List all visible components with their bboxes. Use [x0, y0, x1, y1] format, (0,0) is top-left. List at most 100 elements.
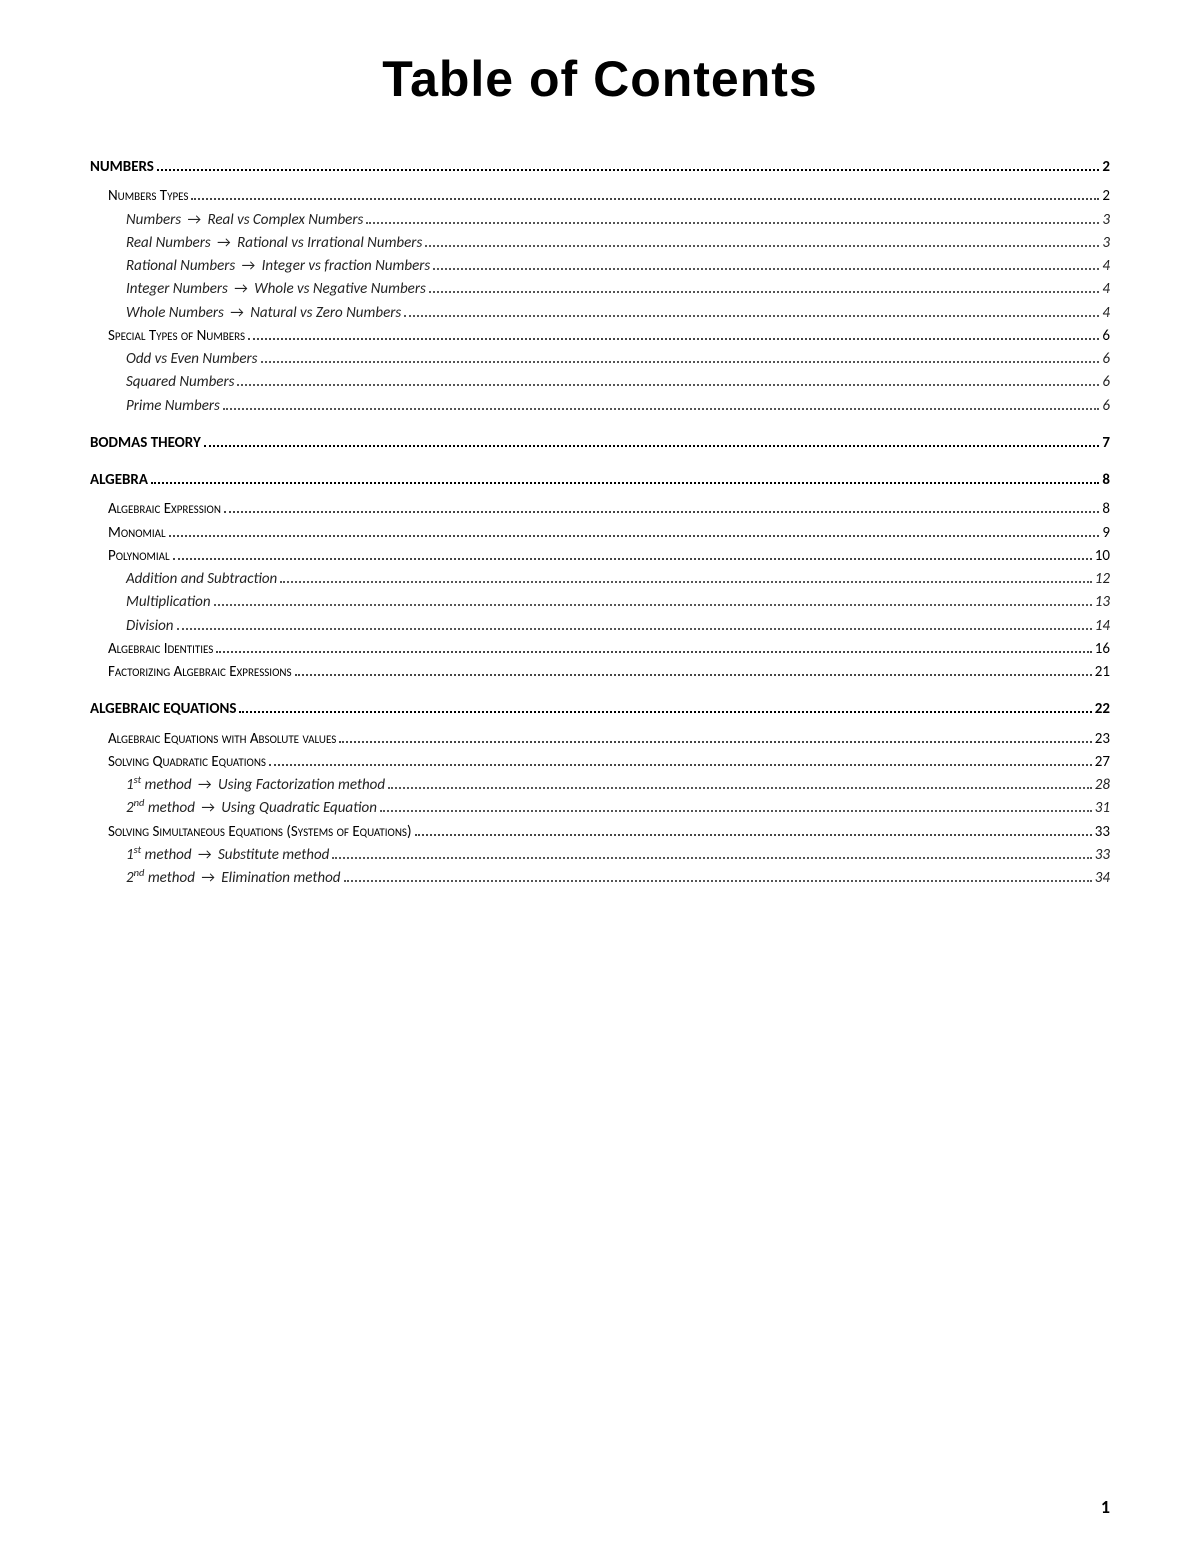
toc-entry-page: 4 [1102, 255, 1110, 278]
toc-entry: 1st method → Substitute method33 [126, 844, 1110, 867]
toc-entry-label: 1st method → Using Factorization method [126, 774, 385, 797]
toc-leader-dots [404, 308, 1099, 316]
toc-entry-page: 10 [1095, 545, 1110, 568]
toc-entry-label: Rational Numbers → Integer vs fraction N… [126, 255, 430, 278]
toc-leader-dots [239, 705, 1091, 713]
toc-leader-dots [344, 874, 1092, 882]
toc-leader-dots [280, 575, 1092, 583]
toc-leader-dots [204, 439, 1100, 447]
toc-entry-label: ALGEBRA [90, 469, 148, 492]
toc-entry: BODMAS THEORY 7 [90, 432, 1110, 455]
toc-entry-label: Solving Quadratic Equations [108, 751, 266, 774]
toc-entry-label: Algebraic Identities [108, 638, 213, 661]
toc-entry-label: Prime Numbers [126, 395, 220, 418]
toc-entry: Multiplication 13 [126, 591, 1110, 614]
toc-entry-page: 8 [1102, 469, 1110, 492]
toc-entry-page: 33 [1095, 844, 1110, 867]
toc-entry-label: NUMBERS [90, 156, 154, 179]
toc-entry-label: 2nd method → Using Quadratic Equation [126, 797, 377, 820]
toc-entry-page: 3 [1102, 232, 1110, 255]
toc-leader-dots [157, 163, 1099, 171]
toc-entry-label: BODMAS THEORY [90, 432, 201, 455]
toc-entry: Integer Numbers → Whole vs Negative Numb… [126, 278, 1110, 301]
toc-entry-label: Odd vs Even Numbers [126, 348, 258, 371]
toc-entry-label: Addition and Subtraction [126, 568, 277, 591]
toc-entry: Algebraic Identities 16 [108, 638, 1110, 661]
toc-leader-dots [332, 851, 1091, 859]
toc-entry-label: Numbers → Real vs Complex Numbers [126, 209, 363, 232]
toc-leader-dots [173, 552, 1092, 560]
toc-entry: Odd vs Even Numbers 6 [126, 348, 1110, 371]
toc-entry-page: 2 [1102, 156, 1110, 179]
toc-leader-dots [248, 332, 1099, 340]
toc-entry-page: 7 [1102, 432, 1110, 455]
toc-leader-dots [216, 645, 1091, 653]
toc-entry: Solving Simultaneous Equations (Systems … [108, 821, 1110, 844]
toc-leader-dots [425, 239, 1099, 247]
toc-entry: Solving Quadratic Equations 27 [108, 751, 1110, 774]
page-number-footer: 1 [1101, 1496, 1110, 1518]
toc-entry-label: ALGEBRAIC EQUATIONS [90, 698, 236, 721]
toc-entry-label: 2nd method → Elimination method [126, 867, 341, 890]
toc-leader-dots [237, 378, 1099, 386]
toc-entry: Factorizing Algebraic Expressions 21 [108, 661, 1110, 684]
toc-entry-page: 8 [1102, 498, 1110, 521]
toc-entry-label: Division [126, 615, 174, 638]
toc-leader-dots [366, 215, 1099, 223]
toc-entry-page: 12 [1095, 568, 1110, 591]
toc-entry-page: 34 [1095, 867, 1110, 890]
toc-entry-label: Algebraic Equations with Absolute values [108, 728, 336, 751]
toc-entry-label: Monomial [108, 522, 166, 545]
toc-entry: Squared Numbers 6 [126, 371, 1110, 394]
toc-entry: Numbers → Real vs Complex Numbers 3 [126, 209, 1110, 232]
toc-entry: Numbers Types2 [108, 185, 1110, 208]
toc-entry-label: Solving Simultaneous Equations (Systems … [108, 821, 412, 844]
toc-entry-label: Multiplication [126, 591, 211, 614]
toc-entry-page: 2 [1102, 185, 1110, 208]
toc-leader-dots [433, 262, 1099, 270]
toc-entry-label: Integer Numbers → Whole vs Negative Numb… [126, 278, 426, 301]
toc-entry: 1st method → Using Factorization method 2… [126, 774, 1110, 797]
toc-entry: NUMBERS 2 [90, 156, 1110, 179]
toc-entry-page: 28 [1095, 774, 1110, 797]
toc-leader-dots [261, 355, 1100, 363]
toc-entry: 2nd method → Using Quadratic Equation31 [126, 797, 1110, 820]
toc-entry: Special Types of Numbers6 [108, 325, 1110, 348]
toc-leader-dots [224, 505, 1099, 513]
toc-entry-page: 6 [1102, 371, 1110, 394]
toc-entry-page: 3 [1102, 209, 1110, 232]
toc-entry-page: 27 [1095, 751, 1110, 774]
toc-entry-label: Squared Numbers [126, 371, 234, 394]
toc-leader-dots [214, 598, 1092, 606]
toc-entry-page: 21 [1095, 661, 1110, 684]
toc-entry: Polynomial10 [108, 545, 1110, 568]
toc-leader-dots [151, 476, 1099, 484]
toc-entry-page: 4 [1102, 302, 1110, 325]
table-of-contents: NUMBERS2Numbers Types2Numbers → Real vs … [90, 156, 1110, 890]
toc-entry-page: 6 [1102, 348, 1110, 371]
toc-entry-page: 13 [1095, 591, 1110, 614]
page-title: Table of Contents [90, 50, 1110, 108]
toc-entry-page: 4 [1102, 278, 1110, 301]
toc-entry: Algebraic Equations with Absolute values… [108, 728, 1110, 751]
toc-entry-label: Factorizing Algebraic Expressions [108, 661, 292, 684]
toc-entry: ALGEBRA 8 [90, 469, 1110, 492]
toc-entry-page: 22 [1095, 698, 1110, 721]
toc-entry-page: 33 [1095, 821, 1110, 844]
toc-entry: Addition and Subtraction 12 [126, 568, 1110, 591]
toc-leader-dots [339, 734, 1091, 742]
toc-entry: Algebraic Expression 8 [108, 498, 1110, 521]
toc-entry-page: 16 [1095, 638, 1110, 661]
toc-entry: Monomial 9 [108, 522, 1110, 545]
toc-leader-dots [415, 827, 1092, 835]
toc-leader-dots [380, 804, 1092, 812]
toc-entry-page: 9 [1102, 522, 1110, 545]
toc-leader-dots [269, 758, 1092, 766]
toc-leader-dots [169, 528, 1100, 536]
toc-leader-dots [191, 192, 1099, 200]
toc-entry-label: Real Numbers → Rational vs Irrational Nu… [126, 232, 422, 255]
toc-entry-label: Special Types of Numbers [108, 325, 245, 348]
toc-leader-dots [388, 781, 1092, 789]
toc-entry: Rational Numbers → Integer vs fraction N… [126, 255, 1110, 278]
toc-entry-label: Algebraic Expression [108, 498, 221, 521]
